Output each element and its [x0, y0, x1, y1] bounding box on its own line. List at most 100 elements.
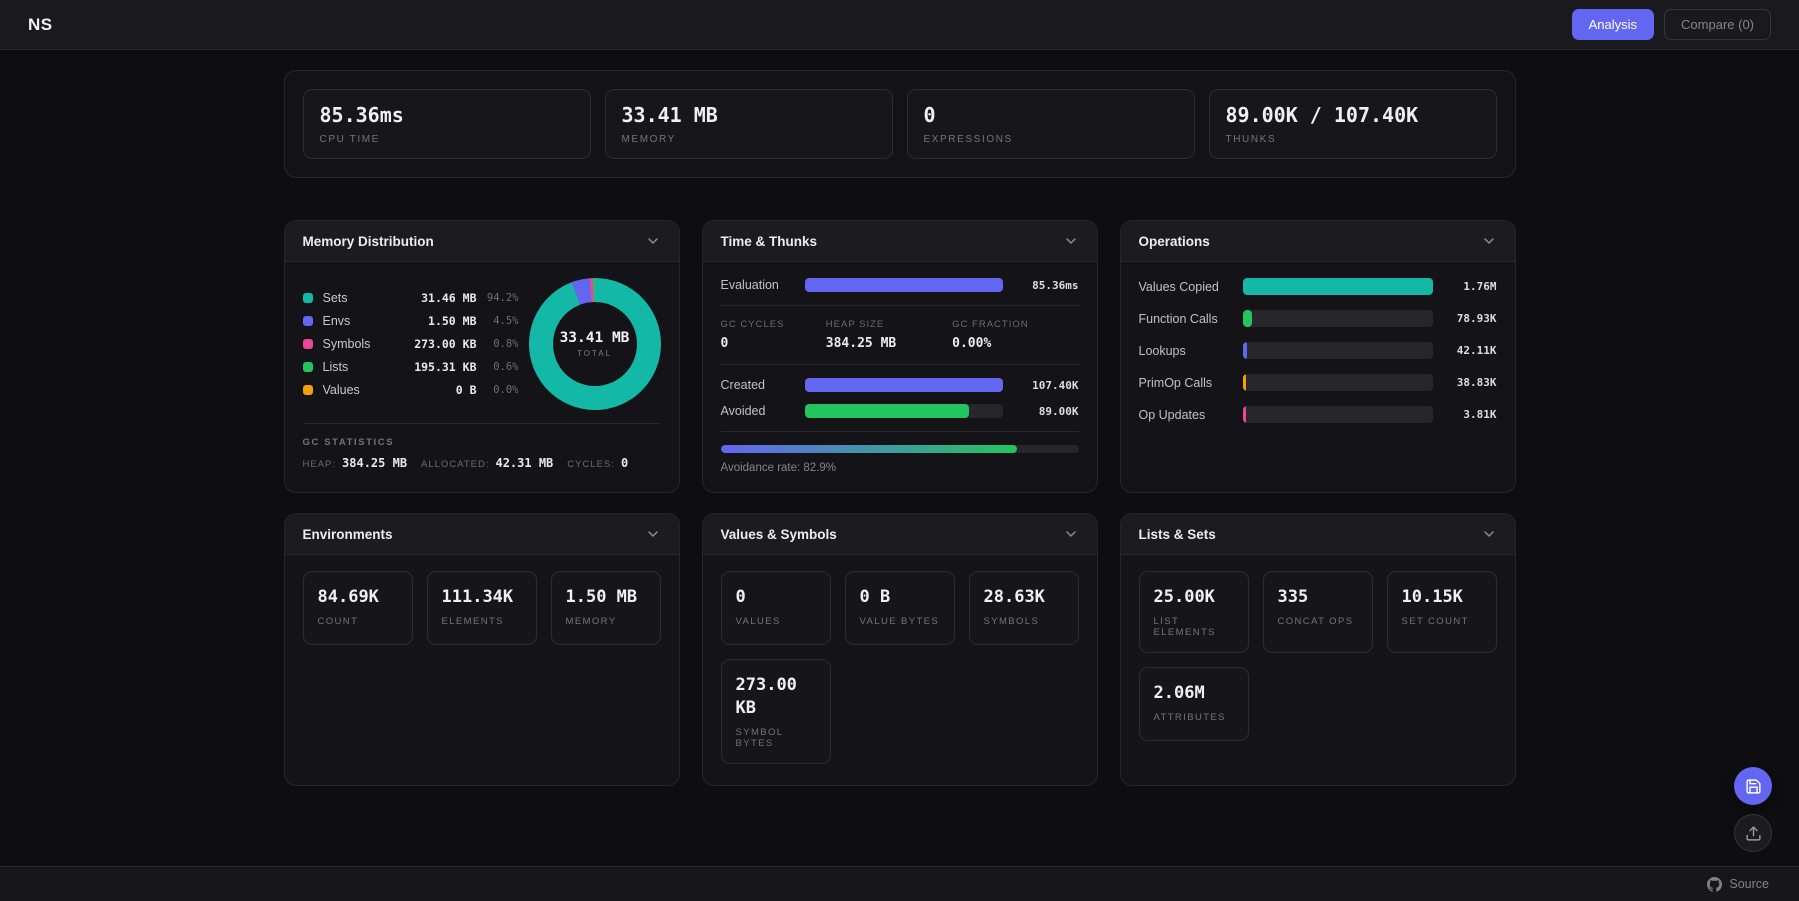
chevron-down-icon[interactable]	[1481, 526, 1497, 542]
operation-bar-row: Function Calls 78.93K	[1139, 310, 1497, 327]
card-body: 84.69K COUNT 111.34K ELEMENTS 1.50 MB ME…	[285, 555, 679, 785]
memory-donut-chart: 33.41 MB TOTAL	[528, 278, 661, 410]
legend-percent: 94.2%	[486, 292, 519, 304]
card-title: Environments	[302, 526, 393, 542]
tile-value: 10.15K	[1401, 587, 1463, 607]
stat-value: 89.00K / 107.40K	[1225, 103, 1419, 127]
bar-label: Function Calls	[1138, 311, 1218, 326]
analysis-tab-button[interactable]: Analysis	[1571, 9, 1655, 40]
source-label: Source	[1729, 877, 1769, 891]
tile-label: VALUE BYTES	[859, 615, 940, 627]
avoided-bar-track	[804, 404, 1003, 418]
card-header: Values & Symbols	[702, 514, 1097, 555]
gc-column-value: 0	[720, 336, 729, 351]
thunk-bars: Created 107.40K Avoided 89.00K	[721, 378, 1079, 418]
metric-tile: 25.00K LIST ELEMENTS	[1138, 571, 1249, 653]
donut-center: 33.41 MB TOTAL	[552, 302, 637, 386]
bar-label: Lookups	[1138, 343, 1186, 358]
tile-value: 273.00 KB	[735, 675, 797, 718]
tile-value: 28.63K	[983, 587, 1045, 607]
gc-columns: GC CYCLES 0 HEAP SIZE 384.25 MB GC FRACT…	[721, 319, 1079, 351]
tile-label: LIST ELEMENTS	[1153, 615, 1216, 638]
bar-value: 38.83K	[1456, 376, 1497, 389]
bar-track	[1242, 310, 1433, 327]
operation-bar-row: Op Updates 3.81K	[1139, 406, 1497, 423]
bar-value: 78.93K	[1456, 312, 1497, 325]
legend-percent: 4.5%	[493, 315, 519, 327]
card-body: Values Copied 1.76M Function Calls 78.93…	[1121, 262, 1515, 492]
divider	[720, 364, 1079, 365]
card-body: Evaluation 85.36ms GC CYCLES 0 HEAP SIZE…	[703, 262, 1097, 492]
donut-total-label: TOTAL	[576, 349, 613, 358]
gc-column: HEAP SIZE 384.25 MB	[826, 319, 952, 351]
card-title: Lists & Sets	[1138, 526, 1216, 542]
gc-column-label: HEAP SIZE	[825, 319, 885, 330]
gc-statistics-title: GC STATISTICS	[302, 437, 395, 448]
tile-value: 84.69K	[317, 587, 379, 607]
legend-value: 31.46 MB	[421, 291, 477, 305]
card-title: Values & Symbols	[720, 526, 837, 542]
legend-swatch	[302, 339, 313, 349]
main-content: 85.36ms CPU TIME 33.41 MB MEMORY 0 EXPRE…	[283, 50, 1516, 786]
card-header: Environments	[284, 514, 679, 555]
gc-column: GC FRACTION 0.00%	[952, 319, 1078, 351]
avoidance-rate-track	[720, 445, 1079, 453]
avoidance-rate-fill	[720, 445, 1018, 453]
card-header: Memory Distribution	[284, 221, 679, 262]
app-logo: NS	[28, 14, 53, 34]
avoided-bar-row: Avoided 89.00K	[721, 404, 1079, 418]
operation-bar-row: Lookups 42.11K	[1139, 342, 1497, 359]
tile-label: CONCAT OPS	[1277, 615, 1354, 627]
stat-label: THUNKS	[1225, 134, 1277, 145]
stat-label: EXPRESSIONS	[923, 134, 1013, 145]
github-icon	[1707, 876, 1723, 892]
legend-row: Envs 1.50 MB 4.5%	[302, 314, 519, 328]
gc-column-value: 0.00%	[952, 336, 992, 351]
legend-name: Symbols	[322, 337, 371, 351]
gc-column: GC CYCLES 0	[721, 319, 826, 351]
stat-tile-thunks: 89.00K / 107.40K THUNKS	[1208, 89, 1497, 159]
bar-value: 85.36ms	[1032, 278, 1079, 292]
donut-total-value: 33.41 MB	[559, 330, 630, 346]
time-thunks-card: Time & Thunks Evaluation 85.36ms GC CYCL…	[701, 220, 1098, 493]
metric-tile: 273.00 KB SYMBOL BYTES	[720, 659, 831, 764]
tile-label: SYMBOLS	[983, 615, 1040, 627]
chevron-down-icon[interactable]	[1063, 526, 1079, 542]
bar-fill	[1242, 406, 1246, 423]
legend-row: Sets 31.46 MB 94.2%	[302, 291, 519, 305]
tile-value: 2.06M	[1153, 682, 1205, 703]
created-bar-row: Created 107.40K	[721, 378, 1079, 392]
tile-value: 1.50 MB	[565, 587, 638, 607]
chevron-down-icon[interactable]	[1063, 233, 1079, 249]
bar-fill	[1242, 342, 1247, 359]
tile-label: SET COUNT	[1401, 615, 1469, 627]
legend-percent: 0.6%	[493, 361, 519, 373]
gc-stat-label: HEAP:	[302, 459, 337, 470]
metric-tile: 28.63K SYMBOLS	[968, 571, 1079, 645]
gc-column-label: GC FRACTION	[952, 319, 1029, 330]
bar-label: Evaluation	[720, 278, 779, 292]
card-title: Operations	[1138, 233, 1210, 249]
legend-swatch	[302, 362, 313, 372]
created-bar-track	[804, 378, 1003, 392]
share-button[interactable]	[1734, 814, 1772, 852]
chevron-down-icon[interactable]	[645, 233, 661, 249]
bar-value: 107.40K	[1032, 378, 1079, 392]
avoidance-rate-caption: Avoidance rate: 82.9%	[720, 462, 837, 474]
card-header: Lists & Sets	[1120, 514, 1515, 555]
tile-value: 335	[1277, 587, 1309, 607]
legend-value: 1.50 MB	[428, 314, 477, 328]
source-link[interactable]: Source	[1707, 876, 1769, 892]
bar-label: Avoided	[720, 404, 766, 418]
overview-stats-panel: 85.36ms CPU TIME 33.41 MB MEMORY 0 EXPRE…	[283, 70, 1516, 178]
metric-tile: 84.69K COUNT	[302, 571, 413, 645]
chevron-down-icon[interactable]	[1481, 233, 1497, 249]
legend-name: Sets	[322, 291, 348, 305]
gc-stat-value: 0	[620, 456, 629, 470]
compare-tab-button[interactable]: Compare (0)	[1664, 9, 1771, 40]
values-symbols-card: Values & Symbols 0 VALUES 0 B VALUE BYTE…	[701, 513, 1098, 786]
legend-value: 0 B	[455, 383, 477, 397]
save-button[interactable]	[1734, 767, 1772, 805]
legend-swatch	[302, 385, 313, 395]
chevron-down-icon[interactable]	[645, 526, 661, 542]
